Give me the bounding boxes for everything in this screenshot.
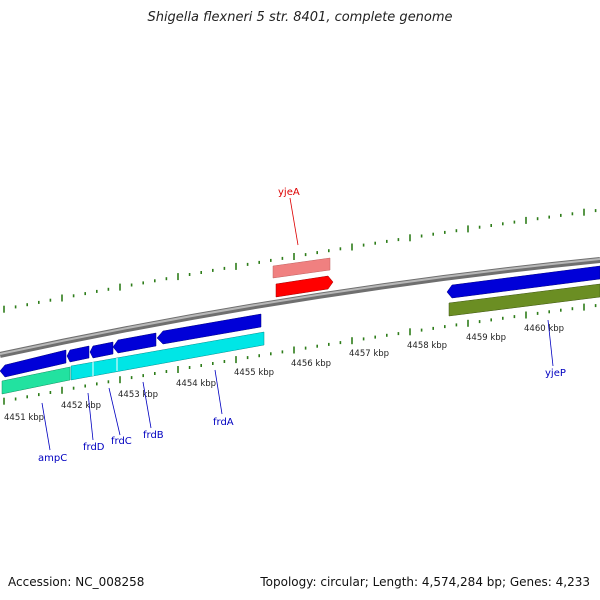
tick-label: 4451 kbp bbox=[4, 413, 44, 423]
genome-summary-text: Topology: circular; Length: 4,574,284 bp… bbox=[260, 575, 590, 589]
yjeA-cds-arrow bbox=[275, 275, 334, 298]
frdC-leader bbox=[108, 387, 121, 436]
yjeA-feature[interactable] bbox=[272, 257, 334, 298]
gene-label-frdB[interactable]: frdB bbox=[143, 430, 164, 441]
ampC-leader bbox=[41, 402, 51, 451]
tick-label: 4452 kbp bbox=[61, 401, 101, 411]
frdC-cds-arrow[interactable] bbox=[89, 341, 114, 359]
accession-text: Accession: NC_008258 bbox=[8, 575, 145, 589]
tick-label: 4459 kbp bbox=[466, 333, 506, 343]
forward-cds-track bbox=[0, 265, 600, 378]
inner-tick-marks bbox=[3, 303, 597, 405]
gene-label-ampC[interactable]: ampC bbox=[38, 453, 67, 464]
gene-label-frdD[interactable]: frdD bbox=[83, 442, 105, 453]
gene-labels: ampC frdD frdC frdB frdA yjeA yjeP bbox=[38, 187, 566, 464]
tick-label: 4457 kbp bbox=[349, 349, 389, 359]
frdB-cds-arrow[interactable] bbox=[112, 332, 157, 354]
tick-label: 4455 kbp bbox=[234, 368, 274, 378]
forward-gene-track bbox=[1, 283, 600, 395]
tick-label: 4458 kbp bbox=[407, 341, 447, 351]
tick-label: 4453 kbp bbox=[118, 390, 158, 400]
tick-label: 4454 kbp bbox=[176, 379, 216, 389]
frd-operon-gene-feature bbox=[70, 331, 265, 381]
ampC-gene-feature bbox=[1, 366, 71, 395]
tick-label: 4460 kbp bbox=[524, 324, 564, 334]
tick-label: 4456 kbp bbox=[291, 359, 331, 369]
gene-label-frdA[interactable]: frdA bbox=[213, 417, 234, 428]
frdD-leader bbox=[87, 392, 94, 441]
yjeP-cds-arrow[interactable] bbox=[446, 265, 600, 299]
frdB-leader bbox=[142, 381, 152, 429]
genome-title: Shigella flexneri 5 str. 8401, complete … bbox=[147, 10, 453, 25]
frdA-leader bbox=[214, 369, 223, 415]
tick-labels: 4451 kbp 4452 kbp 4453 kbp 4454 kbp 4455… bbox=[4, 324, 564, 423]
yjeA-leader bbox=[289, 197, 299, 246]
frdD-cds-arrow[interactable] bbox=[66, 345, 90, 363]
gene-label-frdC[interactable]: frdC bbox=[111, 436, 132, 447]
frdA-cds-arrow[interactable] bbox=[156, 313, 262, 345]
gene-label-yjeA[interactable]: yjeA bbox=[278, 187, 300, 198]
yjeP-gene-feature bbox=[448, 283, 600, 317]
gene-label-yjeP[interactable]: yjeP bbox=[545, 368, 566, 379]
yjeP-leader bbox=[547, 319, 554, 367]
ampC-cds-arrow[interactable] bbox=[0, 349, 67, 378]
yjeA-rna-feature bbox=[272, 257, 331, 279]
outer-tick-marks bbox=[3, 208, 597, 313]
gene-label-leaders bbox=[41, 197, 554, 451]
